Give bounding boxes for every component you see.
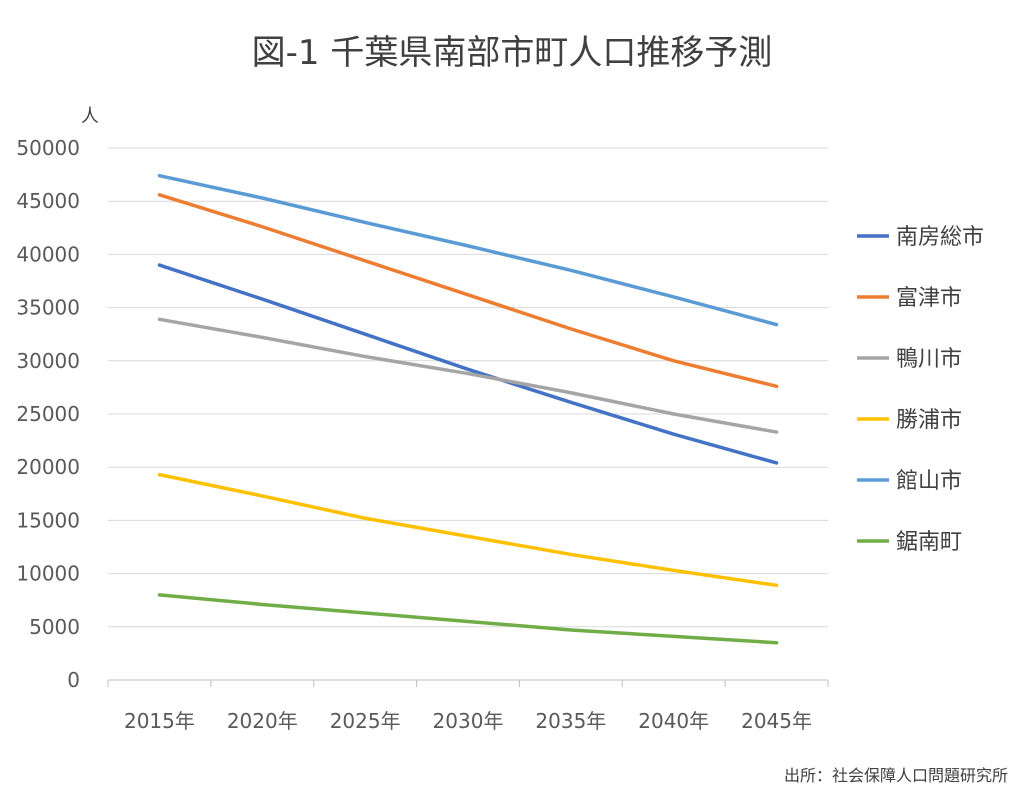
x-tick-label: 2045年 — [741, 709, 812, 733]
y-tick-label: 10000 — [16, 562, 80, 586]
chart-title: 図-1 千葉県南部市町人口推移予測 — [252, 33, 773, 73]
legend-label: 勝浦市 — [896, 408, 962, 433]
y-tick-label: 25000 — [16, 402, 80, 426]
y-tick-label: 30000 — [16, 349, 80, 373]
series-line-5 — [157, 173, 779, 327]
x-axis: 2015年 2020年 2025年 2030年 2035年 2040年 2045年 — [107, 679, 829, 733]
y-tick-label: 15000 — [16, 508, 80, 532]
y-tick-label: 20000 — [16, 455, 80, 479]
series-lines — [157, 173, 779, 645]
x-tick-label: 2030年 — [433, 709, 504, 733]
series-line-2 — [157, 193, 779, 389]
y-tick-label: 40000 — [16, 242, 80, 266]
y-axis-ticks: 0 5000 10000 15000 20000 25000 30000 35000 40000… — [16, 136, 80, 692]
legend-label: 鴨川市 — [896, 347, 962, 372]
series-line-6 — [157, 593, 779, 645]
series-line-1 — [157, 263, 779, 465]
y-axis-unit: 人 — [81, 106, 99, 127]
x-tick-label: 2020年 — [227, 709, 298, 733]
y-tick-label: 35000 — [16, 296, 80, 320]
y-tick-label: 45000 — [16, 189, 80, 213]
legend-label: 富津市 — [896, 286, 962, 311]
y-tick-label: 5000 — [29, 615, 80, 639]
series-line-3 — [157, 317, 779, 434]
source-note: 出所：社会保障人口問題研究所 — [784, 766, 1008, 785]
legend-label: 鋸南町 — [896, 530, 962, 555]
y-tick-label: 50000 — [16, 136, 80, 160]
x-tick-label: 2035年 — [535, 709, 606, 733]
y-tick-label: 0 — [67, 668, 80, 692]
legend-label: 南房総市 — [896, 225, 984, 250]
x-tick-label: 2015年 — [124, 709, 195, 733]
gridlines — [108, 147, 828, 628]
legend-label: 館山市 — [896, 469, 962, 494]
series-line-4 — [157, 472, 779, 588]
x-tick-label: 2025年 — [330, 709, 401, 733]
x-tick-label: 2040年 — [638, 709, 709, 733]
